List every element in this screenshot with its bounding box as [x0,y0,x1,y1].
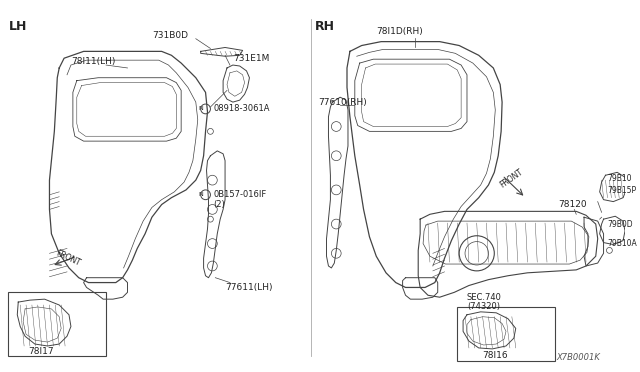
Text: 77611(LH): 77611(LH) [225,283,273,292]
Text: 79B10A: 79B10A [607,239,637,248]
Text: 08918-3061A: 08918-3061A [213,105,270,113]
Text: 731B0D: 731B0D [152,31,188,40]
Bar [457,307,555,360]
Text: RH: RH [315,19,335,32]
Text: 77610(RH): 77610(RH) [319,97,367,107]
Text: X7B0001K: X7B0001K [557,353,600,362]
Text: 78I1D(RH): 78I1D(RH) [376,28,423,36]
Text: LH: LH [8,19,27,32]
Text: 731E1M: 731E1M [233,54,269,63]
Text: 79B10: 79B10 [607,174,632,183]
Text: SEC.740: SEC.740 [467,293,502,302]
Text: 78I16: 78I16 [483,351,508,360]
Text: 0B157-016IF: 0B157-016IF [213,190,267,199]
Text: 78I11(LH): 78I11(LH) [71,57,115,65]
Text: 79B0D: 79B0D [607,219,633,228]
Bar [8,292,106,356]
Text: 78120: 78120 [559,200,588,209]
Text: 78I17: 78I17 [28,347,54,356]
Text: N: N [198,192,203,197]
Text: 79B15P: 79B15P [607,186,637,195]
Text: (2): (2) [213,200,225,209]
Text: (74320): (74320) [467,302,500,311]
Text: FRONT: FRONT [498,167,525,189]
Text: N: N [198,106,203,112]
Text: FRONT: FRONT [54,248,82,268]
